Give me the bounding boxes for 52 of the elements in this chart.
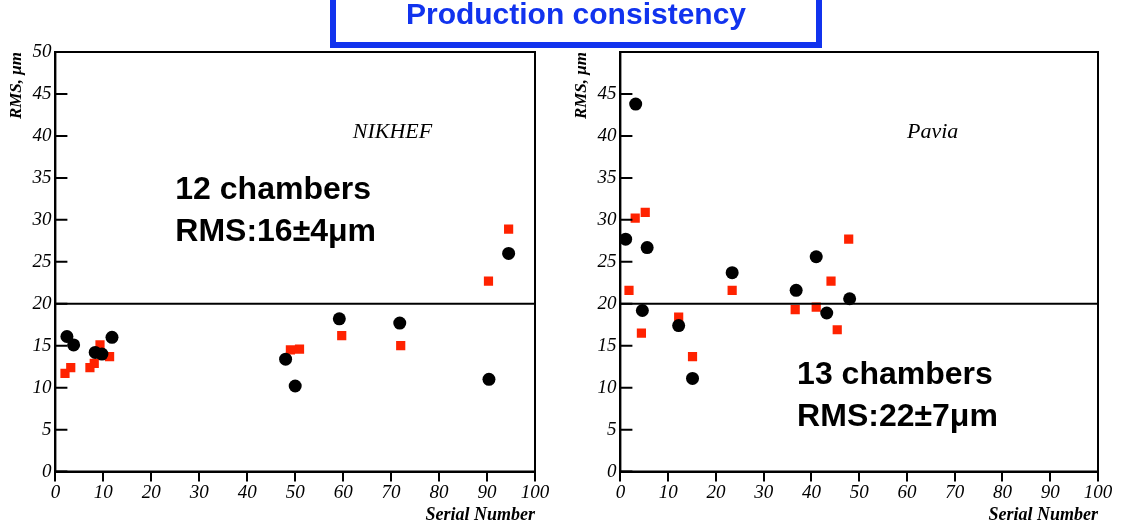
- x-tick-label: 100: [1083, 481, 1113, 502]
- y-tick-label: 25: [597, 249, 617, 271]
- y-tick-label: 40: [597, 123, 617, 145]
- x-tick-label: 30: [753, 481, 774, 502]
- x-tick-label: 30: [188, 481, 210, 502]
- chart-title: Production consistency: [404, 0, 748, 32]
- x-tick-label: 50: [285, 481, 306, 502]
- annotation: RMS:22±7μm: [797, 396, 998, 433]
- y-tick-label: 5: [41, 417, 52, 439]
- y-tick-label: 20: [32, 291, 52, 313]
- y-tick-label: 35: [596, 165, 617, 187]
- x-tick-label: 90: [1040, 481, 1061, 502]
- y-tick-label: 35: [31, 165, 52, 187]
- x-tick-label: 70: [945, 481, 965, 502]
- y-tick-label: 15: [32, 333, 52, 355]
- x-tick-label: 20: [141, 481, 162, 502]
- x-tick-label: 40: [801, 481, 822, 502]
- annotation: Pavia: [905, 117, 959, 143]
- x-tick-label: 10: [93, 481, 114, 502]
- x-tick-label: 50: [849, 481, 870, 502]
- y-tick-label: 40: [32, 123, 52, 145]
- y-tick-label: 0: [606, 459, 617, 481]
- x-tick-label: 60: [897, 481, 917, 502]
- annotation: NIKHEF: [351, 117, 433, 143]
- x-tick-label: 80: [992, 481, 1013, 502]
- y-tick-label: 30: [596, 207, 617, 229]
- y-tick-label: 0: [41, 459, 52, 481]
- y-tick-label: 50: [32, 40, 52, 61]
- y-tick-label: 25: [32, 249, 52, 271]
- x-tick-label: 100: [520, 481, 550, 502]
- y-tick-label: 5: [606, 417, 617, 439]
- annotation: 13 chambers: [797, 354, 993, 391]
- x-axis-title: Serial Number: [425, 503, 536, 524]
- x-tick-label: 70: [381, 481, 402, 502]
- y-tick-label: 45: [597, 81, 617, 103]
- y-tick-label: 30: [31, 207, 52, 229]
- x-axis-title: Serial Number: [988, 503, 1099, 524]
- y-tick-label: 20: [597, 291, 617, 313]
- annotation: 12 chambers: [175, 170, 371, 207]
- y-tick-label: 10: [597, 375, 617, 397]
- x-tick-label: 80: [429, 481, 450, 502]
- x-tick-label: 90: [477, 481, 498, 502]
- x-tick-label: 60: [333, 481, 354, 502]
- y-tick-label: 45: [32, 81, 52, 103]
- y-axis-title: RMS, μm: [5, 52, 25, 121]
- x-tick-label: 40: [237, 481, 258, 502]
- annotation: RMS:16±4μm: [175, 212, 377, 249]
- x-tick-label: 10: [658, 481, 679, 502]
- x-tick-label: 20: [706, 481, 726, 502]
- y-tick-label: 15: [597, 333, 617, 355]
- y-axis-title: RMS, μm: [570, 52, 590, 121]
- y-tick-label: 10: [32, 375, 52, 397]
